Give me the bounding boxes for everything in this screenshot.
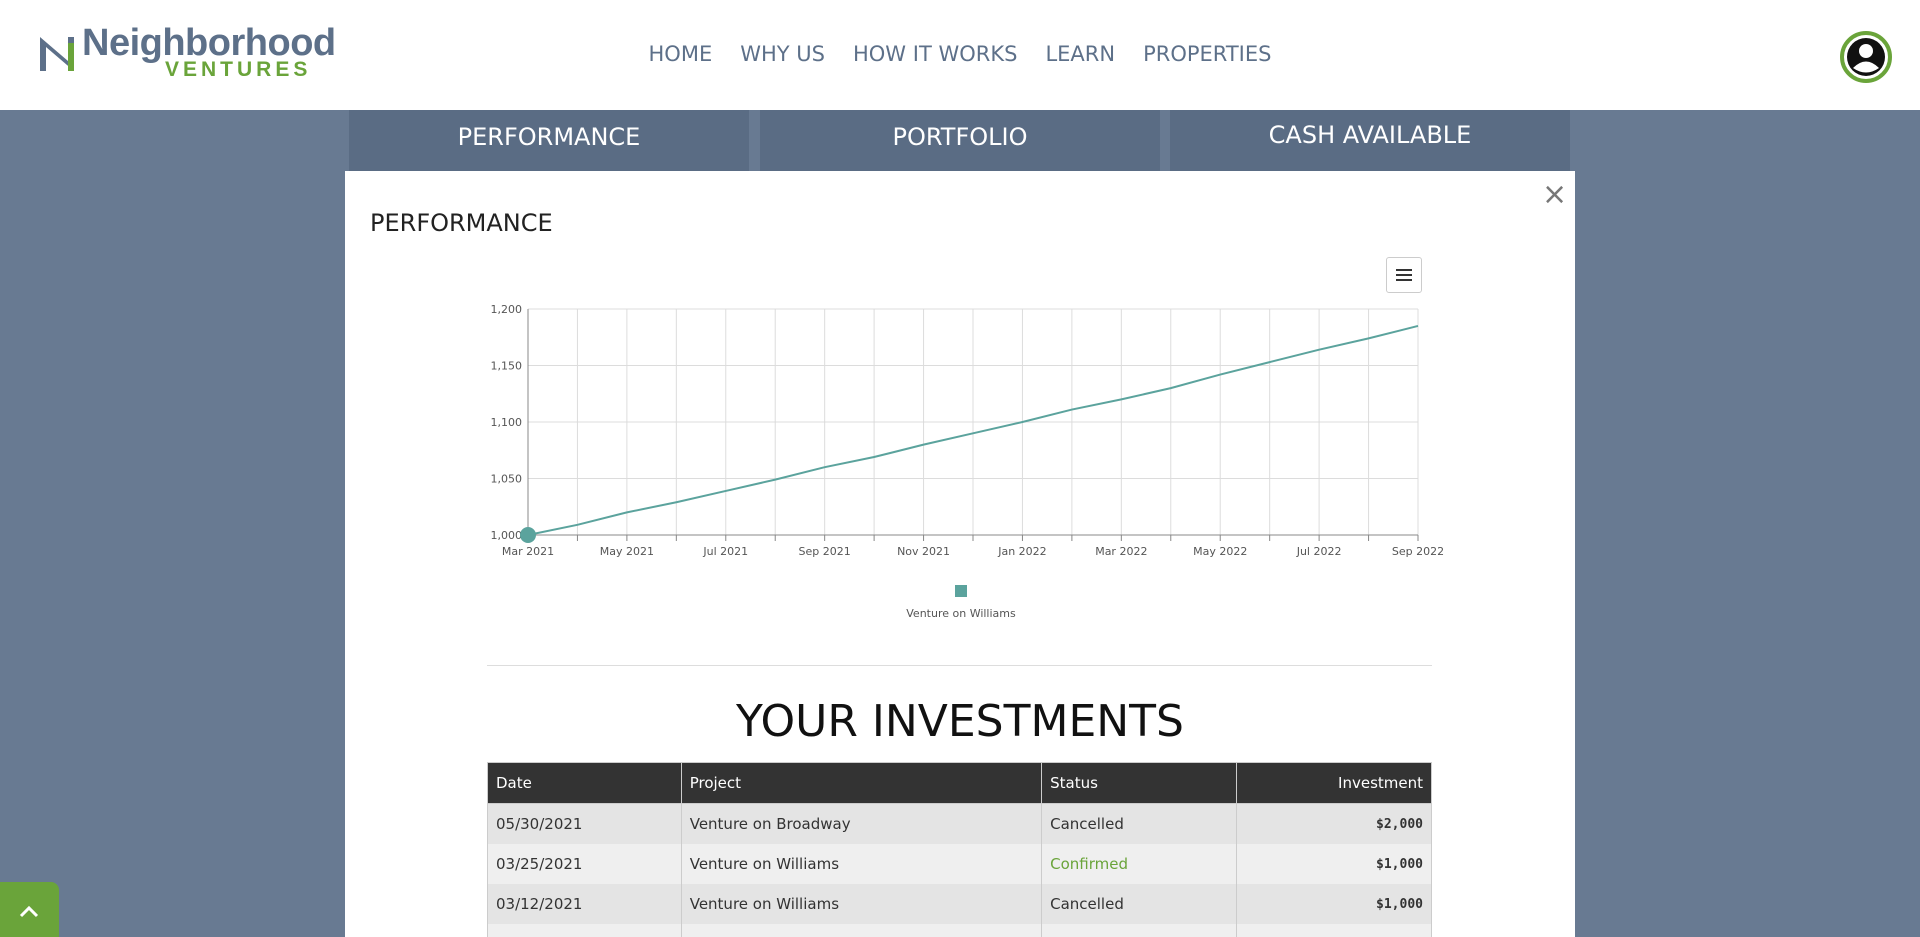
line	[527, 324, 1419, 536]
nav-link[interactable]: WHY US	[740, 42, 825, 66]
x-tick-label: Nov 2021	[897, 545, 950, 558]
nav: HOME WHY US HOW IT WORKS LEARN PROPERTIES	[0, 42, 1920, 66]
x-tick-label: Sep 2022	[1392, 545, 1444, 558]
y-tick-label: 1,000	[491, 529, 523, 542]
legend-swatch	[955, 585, 967, 597]
x-tick-label: Sep 2021	[799, 545, 851, 558]
avatar-icon	[1847, 38, 1885, 76]
table-row	[487, 924, 1433, 937]
table-cell	[487, 924, 682, 937]
modal: PERFORMANCE × YOUR INVESTMENTS Date Proje…	[345, 171, 1575, 937]
table-cell: Cancelled	[1041, 884, 1237, 924]
x-tick-label: Mar 2021	[502, 545, 554, 558]
x-tick-label: Jul 2022	[1296, 545, 1342, 558]
tab[interactable]: PERFORMANCE	[349, 110, 749, 171]
back-to-top[interactable]	[0, 882, 59, 937]
modal-title: PERFORMANCE	[370, 209, 553, 237]
chart-menu[interactable]	[1386, 257, 1422, 293]
header: Neighborhood VENTURES HOME WHY US HOW IT W…	[0, 0, 1920, 110]
avatar[interactable]	[1840, 31, 1892, 83]
nav-link[interactable]: HOME	[648, 42, 713, 66]
logo-name[interactable]: Neighborhood	[82, 22, 336, 64]
nav-link[interactable]: HOW IT WORKS	[852, 42, 1018, 66]
separator	[487, 665, 1432, 666]
legend-label: Venture on Williams	[906, 607, 1016, 620]
table-cell: $1,000	[1235, 844, 1433, 884]
table-row: 05/30/2021 Venture on Broadway Cancelled $2…	[487, 803, 1433, 844]
y-tick-label: 1,050	[491, 473, 523, 486]
chart: 1,000 1,050 1,100 1,150 1,200 Mar 2021 May 202…	[491, 303, 1445, 620]
logo-sub[interactable]: VENTURES	[165, 58, 312, 81]
table-cell: Cancelled	[1041, 803, 1237, 844]
table-cell: 05/30/2021	[487, 803, 682, 844]
column-header: Investment	[1235, 762, 1433, 804]
nav-link[interactable]: PROPERTIES	[1143, 42, 1272, 66]
table-cell: 03/25/2021	[487, 844, 682, 884]
close-button[interactable]: ×	[1542, 177, 1568, 212]
y-tick-label: 1,100	[491, 416, 523, 429]
table-cell	[1235, 924, 1433, 937]
table-cell: 03/12/2021	[487, 884, 682, 924]
table-cell: Venture on Williams	[680, 884, 1043, 924]
table-row: 03/12/2021 Venture on Williams Cancelled $1…	[487, 884, 1433, 924]
table-cell: Confirmed	[1041, 844, 1237, 884]
x-tick-label: May 2021	[600, 545, 654, 558]
x-tick-label: Jan 2022	[997, 545, 1046, 558]
nav-link[interactable]: LEARN	[1045, 42, 1116, 66]
investments-table: Date Project Status Investment 05/30/2021 Ven…	[487, 762, 1433, 937]
x-tick-label: Mar 2022	[1095, 545, 1147, 558]
x-tick-label: May 2022	[1193, 545, 1247, 558]
logo-icon	[40, 37, 74, 71]
table-cell: $1,000	[1235, 884, 1433, 924]
point-marker	[520, 527, 536, 543]
column-header: Date	[487, 762, 682, 804]
y-tick-label: 1,200	[491, 303, 523, 316]
column-header: Project	[680, 762, 1043, 804]
x-tick-label: Jul 2021	[702, 545, 748, 558]
column-header: Status	[1041, 762, 1237, 804]
table-cell: Venture on Williams	[680, 844, 1043, 884]
y-tick-label: 1,150	[491, 360, 523, 373]
section-title: YOUR INVESTMENTS	[736, 696, 1184, 747]
table-row: 03/25/2021 Venture on Williams Confirmed $1…	[487, 844, 1433, 884]
tab[interactable]: CASH AVAILABLE	[1170, 110, 1570, 171]
tab[interactable]: PORTFOLIO	[760, 110, 1160, 171]
table-cell	[1041, 924, 1237, 937]
table-cell	[680, 924, 1043, 937]
arrow-icon	[19, 905, 39, 918]
table-cell: Venture on Broadway	[680, 803, 1043, 844]
table-cell: $2,000	[1235, 803, 1433, 844]
